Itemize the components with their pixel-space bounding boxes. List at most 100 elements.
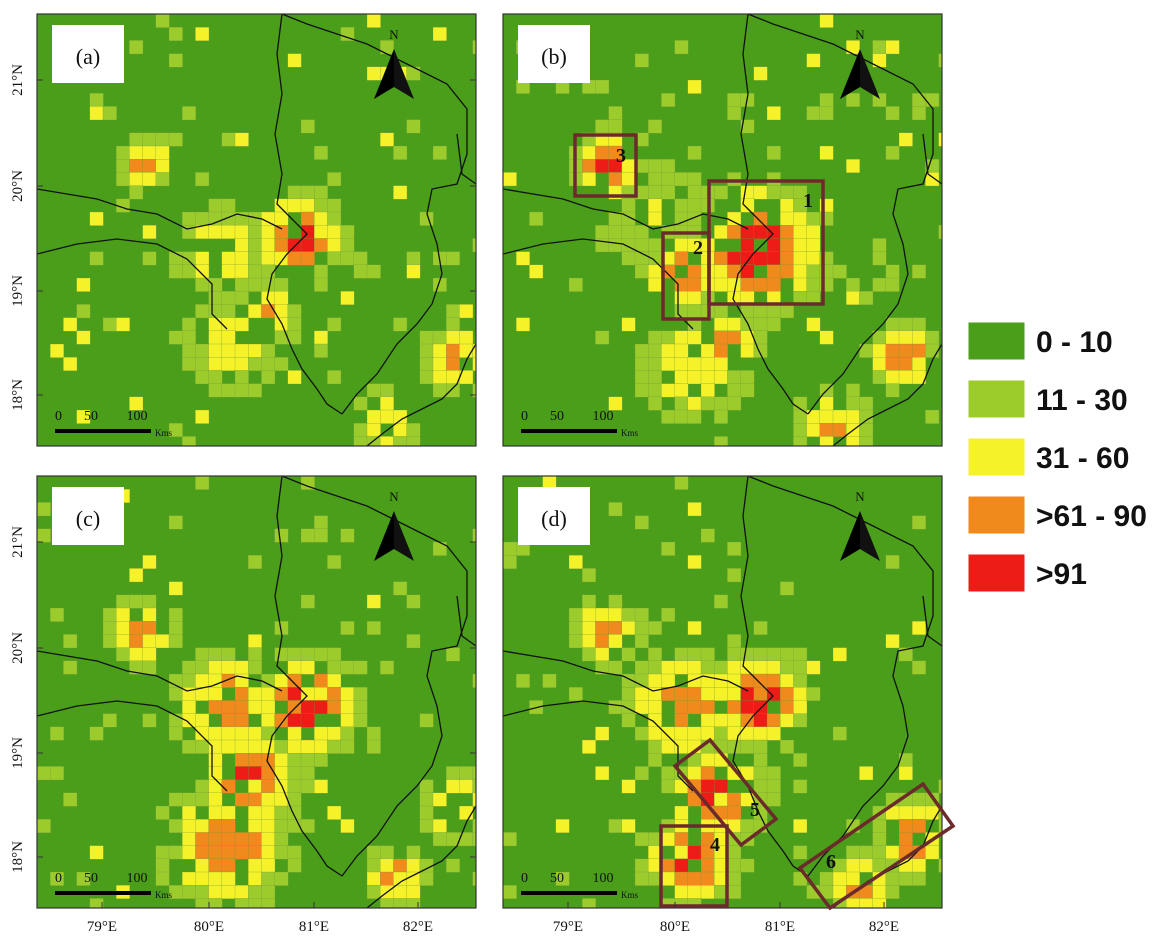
grid-cell xyxy=(221,225,236,239)
scale-unit-label: Kms xyxy=(155,890,173,900)
grid-cell xyxy=(727,673,742,688)
grid-cell xyxy=(648,660,662,675)
grid-cell xyxy=(234,264,249,279)
grid-cell xyxy=(261,779,276,794)
grid-cell xyxy=(648,621,662,635)
grid-cell xyxy=(155,634,170,649)
grid-cell xyxy=(274,198,289,213)
hotspot-box-6: 6 xyxy=(797,781,956,911)
grid-cell xyxy=(380,409,394,424)
grid-cell xyxy=(116,621,130,635)
grid-cell xyxy=(780,198,794,213)
grid-cell xyxy=(740,713,755,728)
grid-cell xyxy=(261,343,276,358)
grid-cell xyxy=(674,845,689,860)
grid-cell xyxy=(714,370,728,385)
panel-label-box xyxy=(52,487,124,545)
grid-cell xyxy=(366,871,381,886)
grid-cell xyxy=(419,779,434,794)
grid-cell xyxy=(806,251,821,266)
grid-cell xyxy=(472,357,476,371)
grid-cell xyxy=(472,528,476,543)
grid-cell xyxy=(168,515,183,530)
grid-cell xyxy=(674,370,689,385)
grid-cell xyxy=(419,357,434,371)
grid-cell xyxy=(648,726,662,741)
grid-cell xyxy=(168,726,183,741)
grid-cell xyxy=(314,238,328,253)
grid-cell xyxy=(76,871,91,886)
grid-cell xyxy=(432,383,447,398)
grid-cell xyxy=(406,871,421,886)
grid-cell xyxy=(327,805,342,820)
grid-cell xyxy=(234,343,249,358)
grid-cell xyxy=(846,845,860,860)
grid-cell xyxy=(925,330,940,345)
grid-cell xyxy=(406,845,421,860)
grid-cell xyxy=(393,423,408,437)
lon-tick-label: 82°E xyxy=(869,919,899,935)
grid-cell xyxy=(129,621,144,635)
grid-cell xyxy=(674,304,689,319)
grid-cell xyxy=(912,330,926,345)
grid-cell xyxy=(63,357,78,371)
grid-cell xyxy=(50,726,64,741)
grid-cell xyxy=(608,106,623,121)
grid-cell xyxy=(674,647,689,662)
grid-cell xyxy=(129,568,144,583)
grid-cell xyxy=(208,792,223,807)
grid-cell xyxy=(793,423,808,437)
grid-cell xyxy=(568,621,583,635)
grid-cell xyxy=(182,343,196,358)
grid-cell xyxy=(182,317,196,332)
grid-cell xyxy=(687,647,702,662)
grid-cell xyxy=(740,383,755,398)
panel-label: (c) xyxy=(76,506,100,531)
lat-tick-label: 20°N xyxy=(10,632,26,664)
grid-cell xyxy=(353,660,368,675)
grid-cell xyxy=(182,700,196,715)
grid-cell xyxy=(661,858,676,873)
grid-cell xyxy=(608,634,623,649)
grid-cell xyxy=(912,621,926,635)
grid-cell xyxy=(661,607,676,622)
grid-cell xyxy=(261,370,276,385)
grid-cell xyxy=(766,251,781,266)
grid-cell xyxy=(234,713,249,728)
map-panel-a: (a) N 0 50 100 Kms xyxy=(36,13,477,447)
grid-cell xyxy=(608,594,623,609)
grid-cell xyxy=(406,423,421,437)
grid-cell xyxy=(129,132,144,147)
grid-cell xyxy=(898,805,913,820)
grid-cell xyxy=(261,251,276,266)
grid-cell xyxy=(846,93,860,107)
grid-cell xyxy=(727,726,742,741)
grid-cell xyxy=(687,700,702,715)
grid-cell xyxy=(793,436,808,446)
grid-cell xyxy=(208,885,223,899)
grid-cell xyxy=(859,396,874,411)
grid-cell xyxy=(380,383,394,398)
grid-cell xyxy=(648,198,662,213)
grid-cell xyxy=(314,277,328,292)
grid-cell xyxy=(819,14,834,28)
grid-cell xyxy=(300,647,315,662)
grid-cell xyxy=(274,528,289,543)
grid-cell xyxy=(195,832,210,847)
grid-cell xyxy=(621,779,636,794)
grid-cell xyxy=(327,317,342,332)
grid-cell xyxy=(168,792,183,807)
hotspot-number: 6 xyxy=(826,851,836,873)
grid-cell xyxy=(766,145,781,160)
grid-cell xyxy=(912,317,926,332)
boundary-line xyxy=(503,238,694,330)
grid-cell xyxy=(846,436,860,446)
grid-cell xyxy=(700,396,715,411)
grid-cell xyxy=(634,766,649,781)
grid-cell xyxy=(740,370,755,385)
grid-cell xyxy=(182,660,196,675)
grid-cell xyxy=(248,819,262,833)
grid-cell xyxy=(648,357,662,371)
grid-cell xyxy=(327,660,342,675)
grid-cell xyxy=(674,739,689,754)
